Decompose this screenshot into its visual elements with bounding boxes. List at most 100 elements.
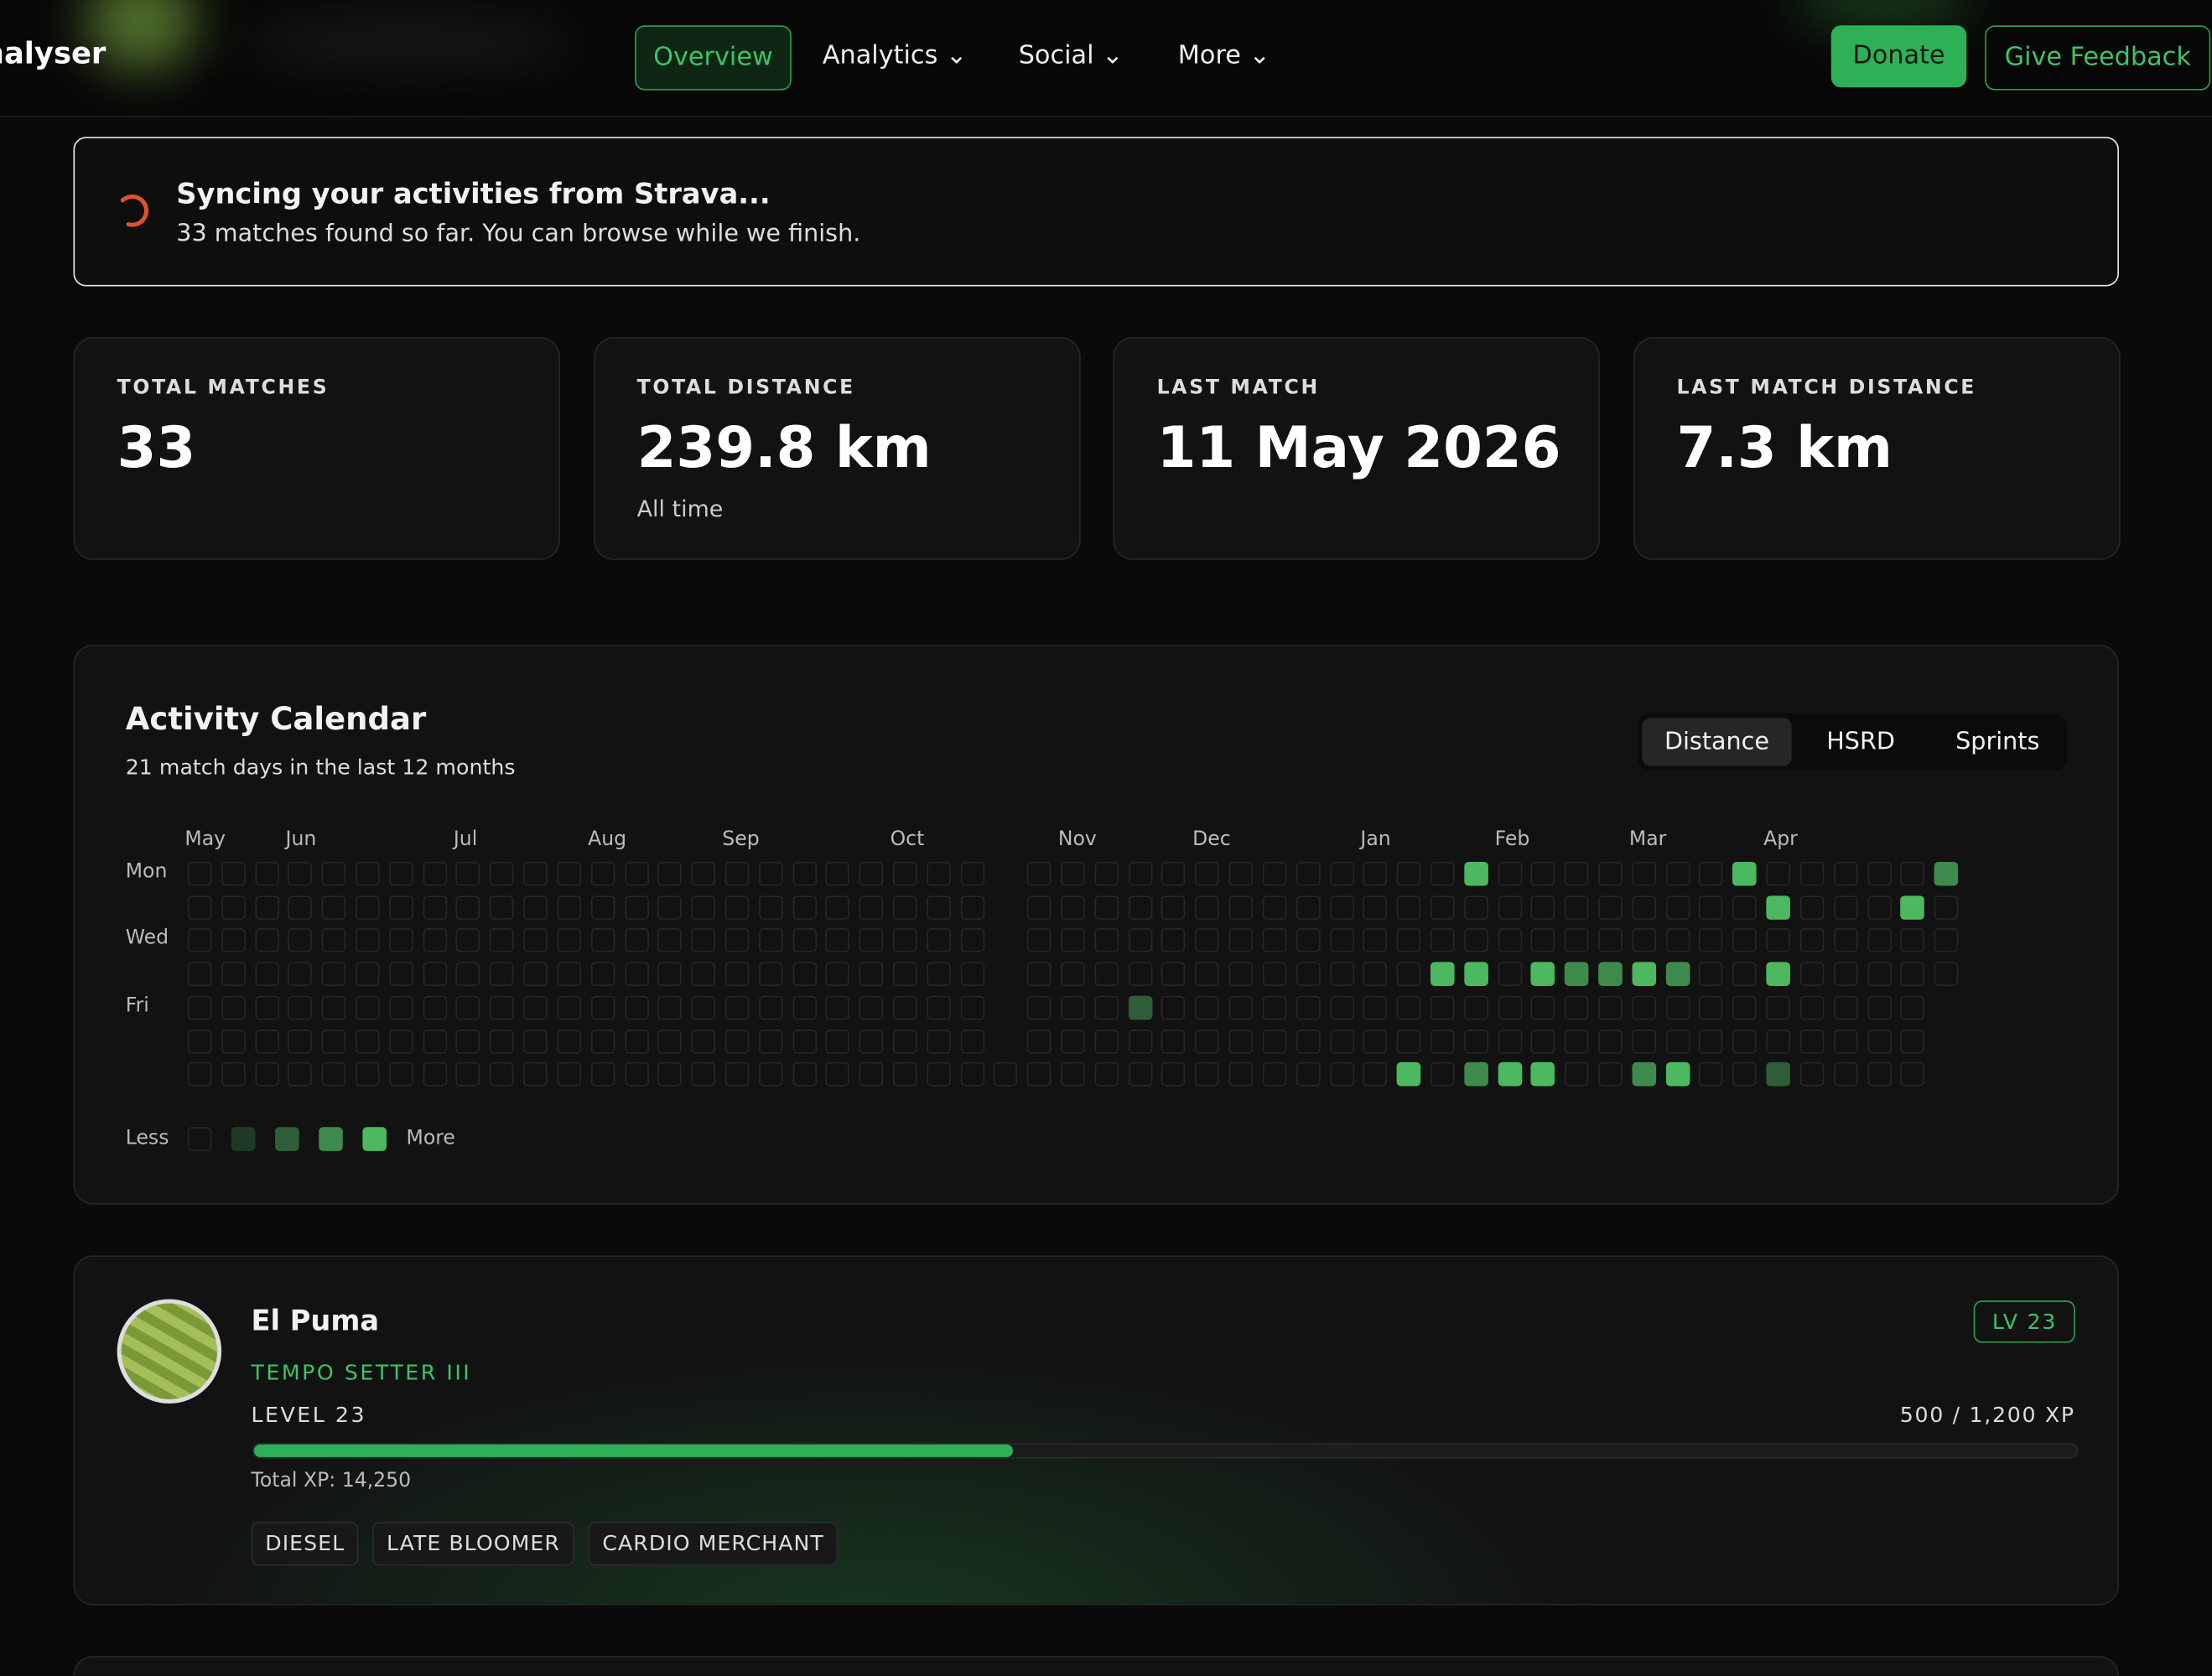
calendar-cell	[1833, 1029, 1858, 1053]
calendar-cell	[288, 995, 313, 1020]
sync-message: 33 matches found so far. You can browse …	[176, 220, 861, 249]
calendar-cell	[1867, 861, 1892, 886]
calendar-cell	[557, 995, 581, 1020]
calendar-cell	[288, 962, 313, 987]
calendar-cell	[557, 895, 581, 920]
calendar-cell	[254, 995, 279, 1020]
calendar-cell	[1766, 1029, 1791, 1053]
calendar-cell	[1396, 1062, 1421, 1087]
calendar-cell	[1228, 1029, 1254, 1053]
calendar-cell	[1262, 928, 1287, 953]
calendar-cell	[1833, 995, 1858, 1020]
calendar-cell	[1363, 895, 1388, 920]
calendar-cell	[557, 1029, 581, 1053]
calendar-cell	[221, 995, 246, 1020]
feedback-button[interactable]: Give Feedback	[1985, 25, 2211, 91]
level-badge: LV 23	[1973, 1300, 2075, 1343]
calendar-cell	[892, 1029, 917, 1053]
calendar-cell	[1296, 995, 1321, 1020]
calendar-cell	[423, 928, 447, 953]
calendar-cell	[960, 962, 984, 987]
calendar-cell	[1497, 861, 1522, 886]
player-title: TEMPO SETTER III	[251, 1359, 472, 1386]
calendar-cell	[1128, 1062, 1152, 1087]
calendar-cell	[859, 1029, 884, 1053]
calendar-cell	[1531, 962, 1555, 987]
calendar-cell	[557, 861, 581, 886]
calendar-cell	[1799, 962, 1825, 987]
calendar-cell	[1128, 1029, 1152, 1053]
calendar-cell	[423, 995, 447, 1020]
calendar-cell	[321, 995, 346, 1020]
nav-analytics[interactable]: Analytics ⌄	[822, 40, 968, 71]
tab-distance[interactable]: Distance	[1642, 718, 1792, 766]
donate-button[interactable]: Donate	[1830, 25, 1967, 88]
calendar-cell	[1632, 962, 1656, 987]
calendar-cell	[321, 928, 346, 953]
calendar-cell	[1262, 962, 1287, 987]
calendar-cell	[1329, 1062, 1354, 1087]
calendar-cell	[1228, 962, 1254, 987]
calendar-cell	[1128, 861, 1152, 886]
tab-sprints[interactable]: Sprints	[1955, 728, 2040, 756]
calendar-cell	[1531, 928, 1555, 953]
legend-swatch	[231, 1127, 256, 1151]
calendar-cell	[1665, 995, 1690, 1020]
calendar-cell	[1598, 1062, 1623, 1087]
calendar-cell	[389, 962, 413, 987]
day-label: Mon	[125, 860, 168, 884]
calendar-cell	[1161, 928, 1186, 953]
nav-social[interactable]: Social ⌄	[1018, 40, 1124, 71]
calendar-cell	[456, 861, 480, 886]
calendar-cell	[624, 995, 649, 1020]
calendar-cell	[1430, 861, 1455, 886]
calendar-cell	[825, 1029, 850, 1053]
month-label: Dec	[1192, 828, 1231, 851]
calendar-cell	[356, 962, 380, 987]
calendar-cell	[456, 928, 480, 953]
calendar-cell	[859, 928, 884, 953]
calendar-cell	[356, 895, 380, 920]
calendar-cell	[490, 895, 514, 920]
link: Analytics	[822, 40, 938, 71]
calendar-cell	[1094, 962, 1119, 987]
calendar-cell	[389, 995, 413, 1020]
calendar-cell	[1699, 962, 1723, 987]
month-label: Feb	[1494, 828, 1530, 851]
calendar-cell	[288, 1062, 313, 1087]
calendar-cell	[1228, 928, 1254, 953]
calendar-cell	[624, 861, 649, 886]
calendar-cell	[1598, 928, 1623, 953]
calendar-cell	[1565, 928, 1589, 953]
total-xp: Total XP: 14,250	[251, 1470, 412, 1492]
calendar-cell	[657, 1062, 683, 1087]
calendar-cell	[1329, 962, 1354, 987]
avatar	[117, 1299, 222, 1404]
calendar-cell	[1934, 928, 1959, 953]
calendar-cell	[1766, 895, 1791, 920]
calendar-cell	[523, 1062, 548, 1087]
calendar-cell	[825, 995, 850, 1020]
nav-overview[interactable]: Overview	[635, 25, 792, 91]
calendar-cell	[557, 1062, 581, 1087]
month-label: Jun	[285, 828, 317, 851]
nav-more[interactable]: More ⌄	[1177, 40, 1270, 71]
tab-hsrd[interactable]: HSRD	[1826, 728, 1895, 756]
calendar-cell	[691, 861, 716, 886]
stat-label: TOTAL MATCHES	[117, 376, 330, 400]
calendar-cell	[1900, 1029, 1925, 1053]
calendar-cell	[1061, 995, 1085, 1020]
calendar-cell	[1027, 1062, 1051, 1087]
calendar-cell	[389, 895, 413, 920]
calendar-cell	[1565, 1062, 1589, 1087]
calendar-cell	[1430, 1029, 1455, 1053]
calendar-cell	[691, 1062, 716, 1087]
calendar-cell	[1296, 962, 1321, 987]
calendar-cell	[423, 895, 447, 920]
stat-card: LAST MATCH DISTANCE 7.3 km	[1633, 337, 2120, 560]
calendar-cell	[1161, 1029, 1186, 1053]
calendar-cell	[1296, 895, 1321, 920]
calendar-cell	[1329, 995, 1354, 1020]
calendar-cell	[1497, 995, 1522, 1020]
calendar-cell	[523, 928, 548, 953]
